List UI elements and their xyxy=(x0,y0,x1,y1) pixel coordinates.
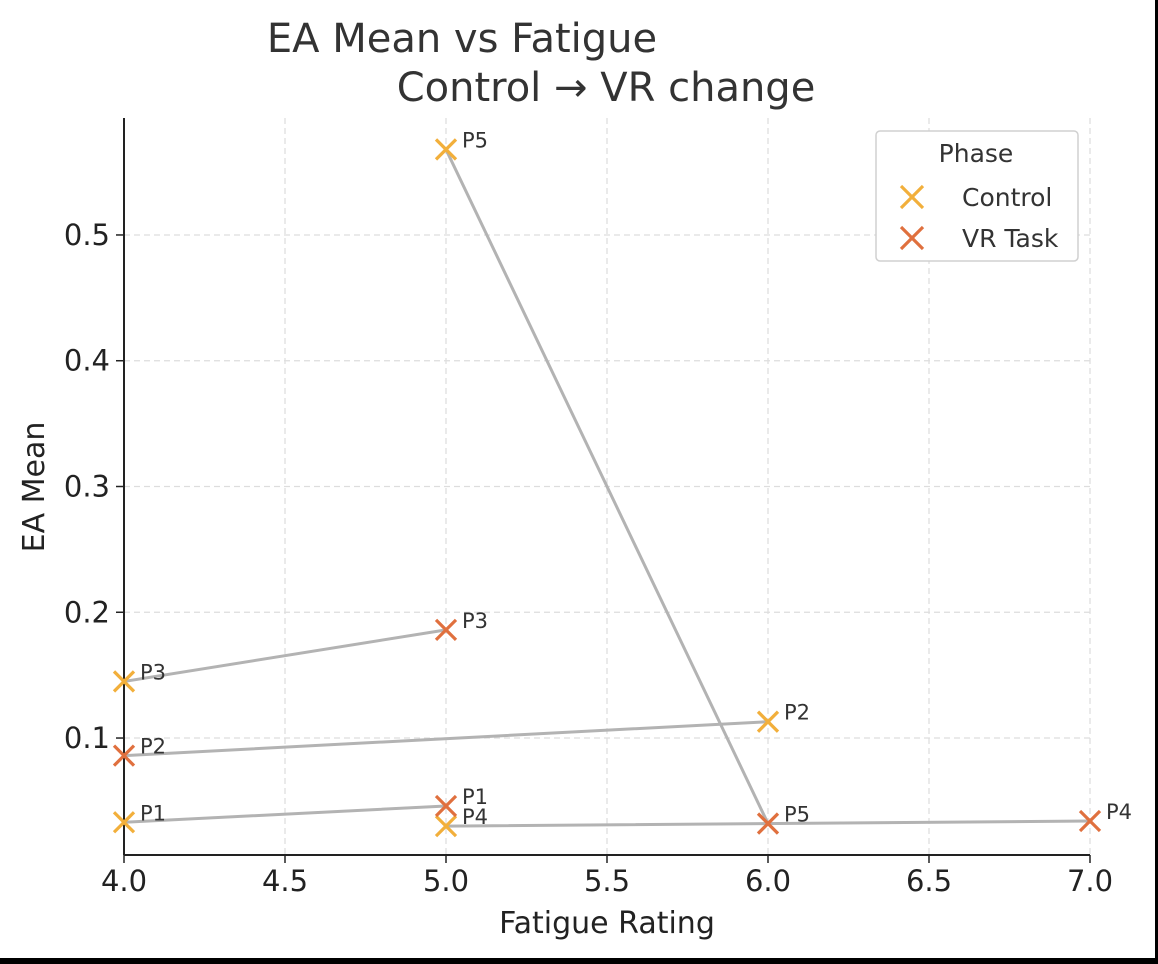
y-tick-label: 0.1 xyxy=(64,721,110,755)
marker-vr-task-p2 xyxy=(112,744,136,767)
connector-line-p1 xyxy=(122,804,448,824)
x-tick-label: 4.0 xyxy=(101,864,147,898)
point-label-vr-task-p2: P2 xyxy=(140,735,166,759)
x-axis-label: Fatigue Rating xyxy=(499,906,715,941)
marker-control-p4 xyxy=(434,814,458,838)
point-label-control-p4: P4 xyxy=(462,805,488,829)
x-tick-label: 6.5 xyxy=(906,864,952,898)
chart-title-line-1: EA Mean vs Fatigue xyxy=(267,16,657,62)
y-axis-label: EA Mean xyxy=(17,422,52,553)
grid xyxy=(123,118,1091,855)
marker-control-p3 xyxy=(112,670,136,693)
point-label-vr-task-p5: P5 xyxy=(784,803,810,827)
y-tick-label: 0.2 xyxy=(64,595,110,629)
point-label-vr-task-p4: P4 xyxy=(1106,800,1132,824)
chart-title-line-2: Control → VR change xyxy=(397,65,816,111)
axes: 4.0 4.5 5.0 5.5 6.0 6.5 7.0 0.1 0.2 0.3 0.4 0.5 xyxy=(64,118,1113,898)
connector-line-p5 xyxy=(444,147,770,826)
marker-vr-task-p1 xyxy=(434,794,458,818)
x-tick-label: 4.5 xyxy=(262,864,308,898)
y-tick-label: 0.5 xyxy=(64,218,110,252)
x-tick-label: 7.0 xyxy=(1067,864,1113,898)
connector-line-p2 xyxy=(122,720,770,758)
point-label-control-p3: P3 xyxy=(140,660,166,684)
marker-vr-task-p5 xyxy=(756,812,780,835)
legend-label-control: Control xyxy=(962,183,1052,212)
legend-title: Phase xyxy=(939,139,1014,168)
marker-control-p5 xyxy=(434,138,458,161)
legend-label-vr-task: VR Task xyxy=(962,224,1059,253)
y-tick-label: 0.3 xyxy=(64,470,110,504)
x-tick-label: 6.0 xyxy=(745,864,791,898)
data-markers xyxy=(112,138,1102,838)
x-tick-label: 5.0 xyxy=(423,864,469,898)
connector-line-p3 xyxy=(122,628,448,683)
legend-marker-vr-task xyxy=(899,225,925,251)
legend: Phase Control VR Task xyxy=(875,130,1079,262)
marker-vr-task-p3 xyxy=(434,618,458,642)
y-tick-label: 0.4 xyxy=(64,344,110,378)
marker-control-p2 xyxy=(756,710,780,733)
point-label-control-p5: P5 xyxy=(462,128,488,152)
legend-marker-control xyxy=(899,184,925,210)
frame-border-right xyxy=(1155,0,1158,964)
legend-box xyxy=(875,130,1079,262)
point-label-vr-task-p3: P3 xyxy=(462,609,488,633)
x-tick-label: 5.5 xyxy=(584,864,630,898)
frame-border-bottom xyxy=(0,958,1158,964)
marker-vr-task-p4 xyxy=(1078,809,1102,833)
point-label-control-p2: P2 xyxy=(784,701,810,725)
point-labels: P1 P2 P3 P4 P5 P1 P2 P3 P4 P5 xyxy=(140,128,1132,829)
point-label-vr-task-p1: P1 xyxy=(462,785,488,809)
point-label-control-p1: P1 xyxy=(140,801,166,825)
marker-control-p1 xyxy=(112,811,136,834)
